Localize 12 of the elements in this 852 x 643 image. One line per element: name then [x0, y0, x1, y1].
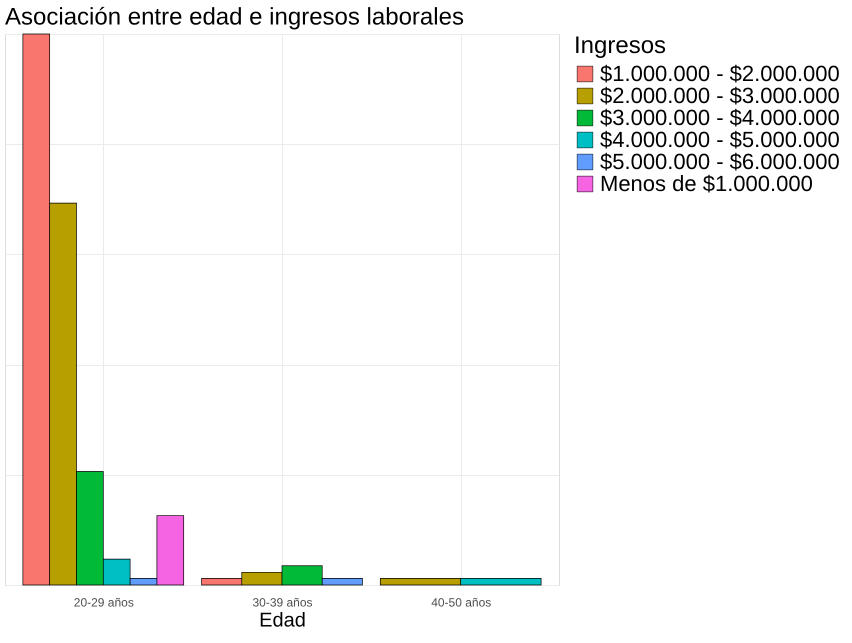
chart-title: Asociación entre edad e ingresos laborales — [5, 4, 464, 31]
legend-title: Ingresos — [574, 32, 666, 59]
x-axis-title: Edad — [259, 610, 306, 632]
x-tick-label: 20-29 años — [74, 596, 134, 610]
legend-label: $2.000.000 - $3.000.000 — [600, 83, 840, 108]
legend-label: $3.000.000 - $4.000.000 — [600, 105, 840, 130]
legend-label: $4.000.000 - $5.000.000 — [600, 127, 840, 152]
legend-label: $1.000.000 - $2.000.000 — [600, 61, 840, 86]
legend-label: Menos de $1.000.000 — [600, 171, 813, 196]
x-tick-label: 40-50 años — [431, 596, 492, 610]
x-tick-label: 30-39 años — [252, 596, 313, 610]
legend-label: $5.000.000 - $6.000.000 — [600, 149, 840, 174]
